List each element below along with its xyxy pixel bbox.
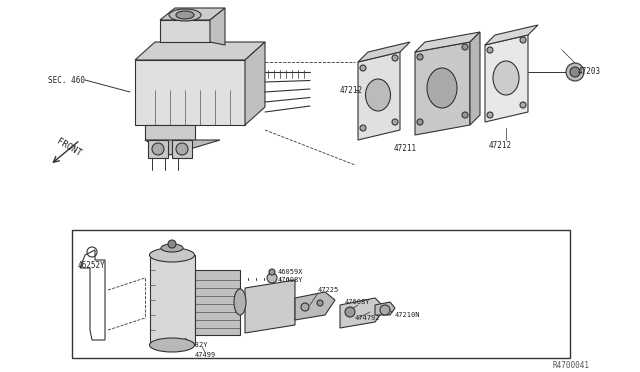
Text: 47225: 47225 [318,287,339,293]
Polygon shape [172,140,192,158]
Polygon shape [415,32,480,52]
Circle shape [152,143,164,155]
Circle shape [267,273,277,283]
Circle shape [520,102,526,108]
Polygon shape [470,32,480,125]
Polygon shape [160,20,210,42]
Text: 47608Y: 47608Y [278,277,303,283]
Polygon shape [485,35,528,122]
Circle shape [392,55,398,61]
Circle shape [417,119,423,125]
Text: 46252Y: 46252Y [78,260,106,269]
Ellipse shape [493,61,519,95]
Polygon shape [415,42,470,135]
Text: SEC. 460: SEC. 460 [48,76,85,84]
Ellipse shape [365,79,390,111]
Polygon shape [358,52,400,140]
Text: 47210N: 47210N [395,312,420,318]
Ellipse shape [427,68,457,108]
Circle shape [520,37,526,43]
Polygon shape [145,125,195,140]
Text: 474792: 474792 [355,315,381,321]
Ellipse shape [150,248,195,262]
Polygon shape [160,8,225,20]
Circle shape [317,300,323,306]
Circle shape [392,119,398,125]
Text: 46059X: 46059X [278,269,303,275]
Polygon shape [145,140,220,155]
Polygon shape [375,302,395,315]
Circle shape [487,112,493,118]
Circle shape [462,112,468,118]
Circle shape [380,305,390,315]
Bar [72,230,570,358]
Circle shape [360,65,366,71]
Text: R4700041: R4700041 [553,360,590,369]
Circle shape [301,303,309,311]
Ellipse shape [176,11,194,19]
Circle shape [487,47,493,53]
Polygon shape [135,42,265,60]
Circle shape [462,44,468,50]
Polygon shape [358,42,410,62]
Text: 47212: 47212 [488,141,511,150]
Polygon shape [148,140,168,158]
Polygon shape [150,255,195,345]
Text: 47608Y: 47608Y [345,299,371,305]
Text: 47211: 47211 [394,144,417,153]
Polygon shape [295,292,335,320]
Ellipse shape [169,9,201,21]
Circle shape [566,63,584,81]
Polygon shape [195,270,240,335]
Text: FRONT: FRONT [55,137,83,158]
Text: 47212: 47212 [340,86,363,94]
Circle shape [417,54,423,60]
Circle shape [168,240,176,248]
Polygon shape [210,8,225,45]
Ellipse shape [150,338,195,352]
Circle shape [360,125,366,131]
Circle shape [269,269,275,275]
Text: 47203: 47203 [578,67,601,76]
Text: 46032Y: 46032Y [182,342,208,348]
Polygon shape [245,280,295,333]
Circle shape [176,143,188,155]
Polygon shape [485,25,538,45]
Circle shape [345,307,355,317]
Circle shape [570,67,580,77]
Ellipse shape [234,289,246,315]
Polygon shape [245,42,265,125]
Polygon shape [135,60,245,125]
Text: 47499: 47499 [195,352,216,358]
Ellipse shape [161,244,183,252]
Polygon shape [340,298,385,328]
